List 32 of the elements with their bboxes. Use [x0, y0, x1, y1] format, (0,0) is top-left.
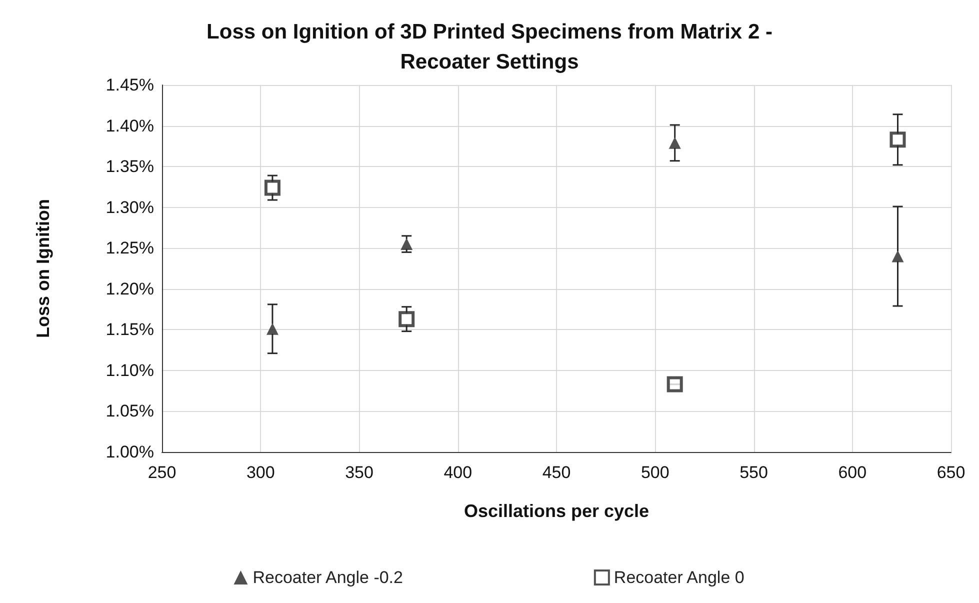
point [668, 136, 681, 149]
x-tick-label: 350 [345, 463, 374, 482]
y-tick-label: 1.40% [106, 116, 154, 136]
point [890, 132, 906, 148]
x-tick-label: 650 [936, 463, 966, 482]
x-tick-label: 450 [542, 463, 571, 482]
x-axis-title: Oscillations per cycle [464, 501, 650, 521]
y-tick-label: 1.30% [106, 198, 154, 217]
x-tick-label: 250 [148, 463, 176, 482]
point [266, 322, 278, 335]
legend-label: Recoater Angle 0 [614, 568, 744, 587]
y-tick-label: 1.15% [106, 320, 154, 340]
y-tick-label: 1.05% [106, 402, 154, 421]
y-axis-title: Loss on Ignition [33, 199, 53, 338]
point [400, 238, 413, 250]
x-tick-label: 500 [640, 463, 670, 482]
y-tick-label: 1.00% [106, 442, 154, 462]
y-tick-label: 1.20% [106, 279, 154, 298]
chart-title: Loss on Ignition of 3D Printed Specimens from Matrix 2 - Recoater Settings [206, 20, 772, 74]
point [892, 250, 904, 262]
x-tick-label: 400 [444, 463, 472, 482]
point [398, 311, 415, 328]
y-tick-label: 1.45% [106, 76, 154, 94]
x-tick-label: 550 [740, 463, 768, 482]
point [666, 376, 683, 392]
y-tick-label: 1.25% [106, 238, 154, 258]
x-tick-label: 300 [246, 463, 275, 482]
x-tick-label: 600 [838, 463, 867, 482]
y-tick-label: 1.10% [106, 360, 154, 380]
point [264, 180, 280, 196]
legend-label: Recoater Angle -0.2 [252, 568, 403, 587]
y-tick-label: 1.35% [106, 157, 154, 176]
